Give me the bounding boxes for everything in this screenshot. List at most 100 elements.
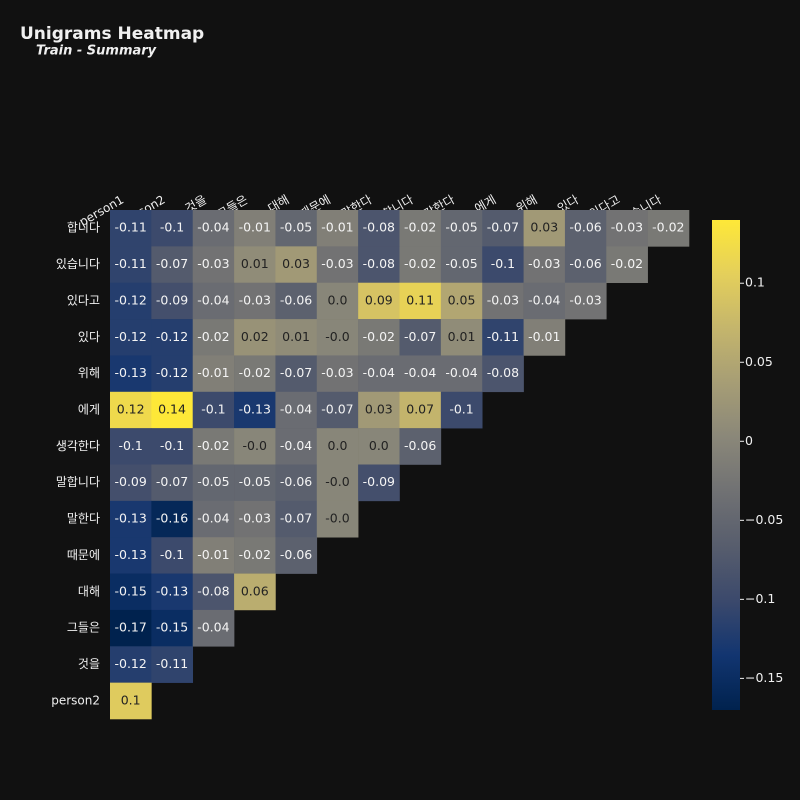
cell-label: -0.02 [197,438,229,453]
cell-label: 0.03 [530,220,558,235]
heatmap-cell [358,355,400,393]
cell-label: -0.02 [611,256,643,271]
cell-label: -0.04 [445,365,477,380]
cell-label: -0.11 [487,329,519,344]
cell-label: -0.12 [156,365,188,380]
y-tick-label: 것을 [78,657,100,671]
heatmap-cell [192,210,235,247]
heatmap-cell [399,210,442,247]
heatmap-cell [234,210,276,247]
heatmap-cell [110,428,152,465]
y-tick-label: 있다 [78,330,100,344]
heatmap-cell [192,428,235,465]
heatmap-cell [234,573,276,611]
cell-label: -0.03 [528,256,560,271]
cell-label: 0.01 [448,329,476,344]
heatmap-cell [440,319,483,356]
heatmap-cell [647,210,690,247]
heatmap-cell [192,246,235,284]
heatmap-cell [440,355,483,393]
cell-label: -0.12 [115,329,147,344]
cell-label: -0.02 [652,220,684,235]
cell-label: -0.06 [404,438,436,453]
cell-label: -0.04 [363,365,395,380]
cell-label: -0.13 [115,511,147,526]
heatmap-cell [275,355,318,393]
cell-label: -0.03 [197,256,229,271]
heatmap-cell [482,319,524,356]
cell-label: -0.07 [280,511,312,526]
cell-label: -0.03 [487,292,519,307]
cell-label: -0.1 [201,401,225,416]
cell-label: 0.0 [328,292,348,307]
heatmap-cell [482,246,524,284]
heatmap-cell [316,282,359,320]
cell-label: -0.04 [197,511,229,526]
heatmap-cell [192,500,235,538]
cell-label: 0.03 [365,401,393,416]
colorbar [712,220,740,710]
cell-label: -0.06 [280,547,312,562]
cell-label: 0.03 [282,256,310,271]
heatmap-cell [110,282,152,320]
cell-label: -0.03 [321,256,353,271]
heatmap-cell [523,246,566,284]
heatmap-cell [151,282,194,320]
heatmap-cell [234,537,276,574]
cell-label: -0.12 [115,656,147,671]
heatmap-cell [358,210,400,247]
heatmap-cell [275,500,318,538]
heatmap-cell [358,319,400,356]
heatmap-cell [110,682,152,720]
cell-label: -0.04 [197,292,229,307]
cell-label: -0.07 [487,220,519,235]
heatmap-cell [110,319,152,356]
cell-label: -0.0 [325,329,349,344]
cell-label: -0.03 [239,511,271,526]
cell-label: -0.02 [239,547,271,562]
heatmap-cell [440,282,483,320]
heatmap-cell [523,282,566,320]
cell-label: -0.05 [445,256,477,271]
heatmap-cell [234,282,276,320]
cell-label: -0.02 [197,329,229,344]
colorbar-tick-label: 0.05 [745,354,773,369]
cell-label: -0.09 [156,292,188,307]
cell-label: -0.03 [569,292,601,307]
heatmap-cell [151,500,194,538]
cell-label: -0.04 [528,292,560,307]
heatmap-cell [399,319,442,356]
heatmap-cell [482,355,524,393]
heatmap-cell [316,500,359,538]
heatmap-cell [110,573,152,611]
cell-label: -0.08 [197,583,229,598]
cell-label: -0.04 [280,401,312,416]
heatmap-cell [275,246,318,284]
cell-label: -0.0 [243,438,267,453]
heatmap-cell [151,646,194,683]
cell-label: -0.11 [115,220,147,235]
heatmap-cell [606,246,648,284]
y-tick-label: 에게 [78,402,100,416]
heatmap-cell [399,355,442,393]
heatmap-cell [316,246,359,284]
heatmap-cell [440,210,483,247]
cell-label: -0.12 [156,329,188,344]
heatmap-cell [234,319,276,356]
colorbar-tick-label: 0 [745,433,753,448]
heatmap-cell [316,319,359,356]
cell-label: 0.01 [282,329,310,344]
heatmap-cell [316,391,359,429]
heatmap-cell [523,319,566,356]
cell-label: -0.01 [321,220,353,235]
colorbar-tick-label: −0.05 [745,512,783,527]
cell-label: -0.05 [445,220,477,235]
heatmap-cell [110,210,152,247]
heatmap-cell [564,246,607,284]
heatmap-cell [192,282,235,320]
y-tick-label: 있다고 [67,293,100,307]
cell-label: -0.07 [156,256,188,271]
heatmap-cell [275,464,318,502]
cell-label: 0.1 [121,692,141,707]
